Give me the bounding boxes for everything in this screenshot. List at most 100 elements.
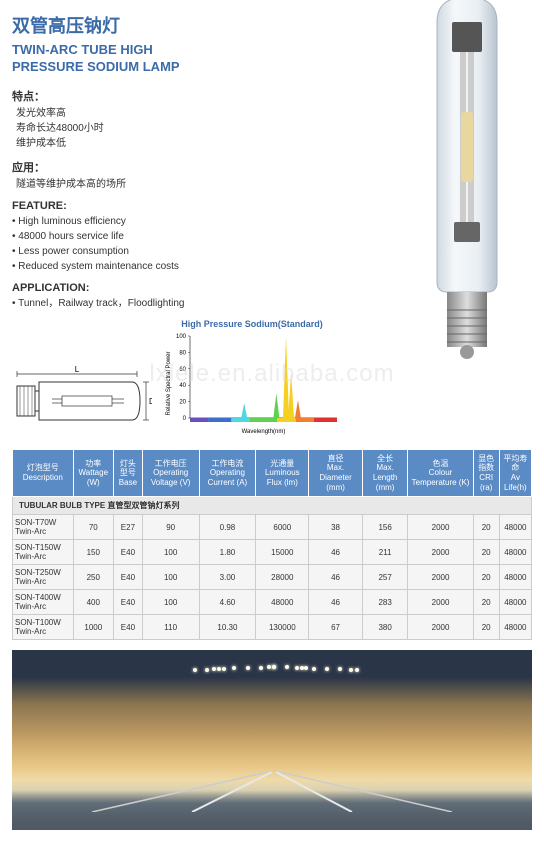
table-cell: 4.60 (199, 590, 256, 615)
application-en-item: Tunnel，Railway track，Floodlighting (12, 296, 322, 311)
application-en-label: APPLICATION: (12, 282, 322, 294)
table-cell: 2000 (408, 540, 473, 565)
table-cell: 150 (73, 540, 114, 565)
table-header: 灯头型号Base (114, 449, 143, 496)
table-cell: 400 (73, 590, 114, 615)
table-cell: SON-T70W Twin-Arc (13, 515, 74, 540)
application-cn-text: 隧道等维护成本高的场所 (12, 177, 322, 192)
svg-text:60: 60 (179, 367, 186, 373)
table-row: SON-T70W Twin-Arc70E27900.98600038156200… (13, 515, 532, 540)
table-cell: SON-T100W Twin-Arc (13, 615, 74, 640)
table-cell: 70 (73, 515, 114, 540)
table-cell: 20 (473, 515, 499, 540)
application-cn-label: 应用： (12, 159, 322, 175)
table-cell: 1.80 (199, 540, 256, 565)
table-header: 工作电流Operating Current (A) (199, 449, 256, 496)
table-header: 全长Max. Length (mm) (362, 449, 408, 496)
title-en-line1: TWIN-ARC TUBE HIGH (12, 42, 153, 57)
table-cell: 100 (142, 565, 199, 590)
table-cell: 15000 (256, 540, 309, 565)
table-row: SON-T250W Twin-Arc250E401003.00280004625… (13, 565, 532, 590)
table-header: 灯泡型号Description (13, 449, 74, 496)
table-cell: SON-T250W Twin-Arc (13, 565, 74, 590)
table-header: 平均寿命Av Life(h) (499, 449, 531, 496)
table-cell: 90 (142, 515, 199, 540)
table-cell: SON-T400W Twin-Arc (13, 590, 74, 615)
table-cell: 20 (473, 565, 499, 590)
table-cell: 110 (142, 615, 199, 640)
feature-cn-item: 维护成本低 (16, 136, 322, 151)
table-cell: E40 (114, 565, 143, 590)
table-cell: 2000 (408, 515, 473, 540)
table-cell: 257 (362, 565, 408, 590)
table-cell: 46 (309, 590, 363, 615)
feature-en-item: 48000 hours service life (12, 229, 322, 244)
spec-table: 灯泡型号Description功率Wattage (W)灯头型号Base工作电压… (12, 449, 532, 640)
table-cell: 20 (473, 540, 499, 565)
features-en-label: FEATURE: (12, 200, 322, 212)
feature-en-item: Reduced system maintenance costs (12, 259, 322, 274)
table-cell: 1000 (73, 615, 114, 640)
table-row: SON-T150W Twin-Arc150E401001.80150004621… (13, 540, 532, 565)
table-cell: 2000 (408, 615, 473, 640)
feature-en-item: Less power consumption (12, 244, 322, 259)
table-cell: 46 (309, 540, 363, 565)
table-header: 工作电压Operating Voltage (V) (142, 449, 199, 496)
table-cell: 2000 (408, 590, 473, 615)
table-cell: 0.98 (199, 515, 256, 540)
table-cell: 48000 (256, 590, 309, 615)
application-en-list: Tunnel，Railway track，Floodlighting (12, 296, 322, 311)
table-cell: 250 (73, 565, 114, 590)
table-cell: 20 (473, 615, 499, 640)
lamp-photo (422, 0, 512, 362)
table-cell: 283 (362, 590, 408, 615)
svg-text:40: 40 (179, 383, 186, 389)
table-header: 显色指数CRI (ra) (473, 449, 499, 496)
table-cell: 46 (309, 565, 363, 590)
table-cell: 48000 (499, 565, 531, 590)
table-cell: 48000 (499, 590, 531, 615)
table-cell: 2000 (408, 565, 473, 590)
title-english: TWIN-ARC TUBE HIGH PRESSURE SODIUM LAMP (12, 42, 322, 76)
table-cell: 48000 (499, 540, 531, 565)
table-cell: 20 (473, 590, 499, 615)
table-cell: 380 (362, 615, 408, 640)
svg-text:Wavelength(nm): Wavelength(nm) (242, 429, 286, 435)
table-cell: 211 (362, 540, 408, 565)
table-cell: 48000 (499, 515, 531, 540)
table-cell: E40 (114, 540, 143, 565)
table-header: 功率Wattage (W) (73, 449, 114, 496)
table-cell: E40 (114, 590, 143, 615)
table-cell: 3.00 (199, 565, 256, 590)
feature-en-item: High luminous efficiency (12, 214, 322, 229)
feature-cn-item: 寿命长达48000小时 (16, 121, 322, 136)
table-header: 色温Colour Temperature (K) (408, 449, 473, 496)
table-row: SON-T100W Twin-Arc1000E4011010.301300006… (13, 615, 532, 640)
table-cell: 156 (362, 515, 408, 540)
table-cell: E40 (114, 615, 143, 640)
svg-text:20: 20 (179, 399, 186, 405)
features-cn-label: 特点： (12, 88, 322, 104)
table-cell: 130000 (256, 615, 309, 640)
table-cell: 100 (142, 540, 199, 565)
table-cell: 67 (309, 615, 363, 640)
svg-text:80: 80 (179, 350, 186, 356)
svg-text:0: 0 (183, 416, 187, 422)
table-cell: 48000 (499, 615, 531, 640)
table-cell: 28000 (256, 565, 309, 590)
table-header: 光通量Luminous Flux (lm) (256, 449, 309, 496)
spectrum-chart: High Pressure Sodium(Standard) 0 20 40 60 80… (162, 319, 342, 439)
title-en-line2: PRESSURE SODIUM LAMP (12, 59, 180, 74)
tunnel-photo (12, 650, 532, 830)
title-chinese: 双管高压钠灯 (12, 12, 322, 38)
spectrum-title: High Pressure Sodium(Standard) (162, 319, 342, 329)
svg-text:100: 100 (176, 334, 187, 340)
features-cn-list: 发光效率高 寿命长达48000小时 维护成本低 (12, 106, 322, 151)
dimension-diagram: L (12, 366, 152, 439)
dim-D-label: D (149, 397, 152, 406)
table-cell: E27 (114, 515, 143, 540)
table-header: 直径Max. Diameter (mm) (309, 449, 363, 496)
table-cell: 38 (309, 515, 363, 540)
table-cell: 100 (142, 590, 199, 615)
table-subheader: TUBULAR BULB TYPE 直管型双管钠灯系列 (13, 497, 532, 515)
